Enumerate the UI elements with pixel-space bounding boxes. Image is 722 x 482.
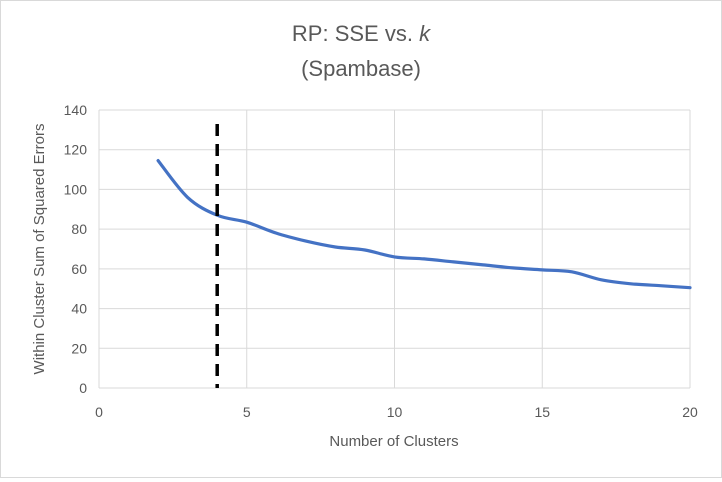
sse-series-line bbox=[156, 159, 692, 290]
tick-labels: 0 20 40 60 80 100 120 140 0 5 10 15 20 bbox=[64, 102, 698, 420]
x-tick-label: 10 bbox=[387, 404, 403, 420]
y-axis-title: Within Cluster Sum of Squared Errors bbox=[31, 124, 48, 375]
y-tick-label: 80 bbox=[71, 221, 87, 237]
y-tick-label: 60 bbox=[71, 261, 87, 277]
y-tick-label: 140 bbox=[64, 102, 88, 118]
data-marks bbox=[156, 124, 692, 388]
x-tick-label: 15 bbox=[534, 404, 550, 420]
x-tick-label: 20 bbox=[682, 404, 698, 420]
y-tick-label: 20 bbox=[71, 340, 87, 356]
chart-title: RP: SSE vs. k bbox=[292, 21, 431, 46]
x-axis-title: Number of Clusters bbox=[329, 433, 458, 450]
chart-subtitle: (Spambase) bbox=[301, 56, 421, 81]
y-tick-label: 100 bbox=[64, 181, 88, 197]
y-tick-label: 120 bbox=[64, 142, 88, 158]
y-tick-label: 0 bbox=[79, 380, 87, 396]
x-tick-label: 0 bbox=[95, 404, 103, 420]
x-tick-label: 5 bbox=[243, 404, 251, 420]
y-tick-label: 40 bbox=[71, 301, 87, 317]
gridlines bbox=[98, 109, 691, 389]
